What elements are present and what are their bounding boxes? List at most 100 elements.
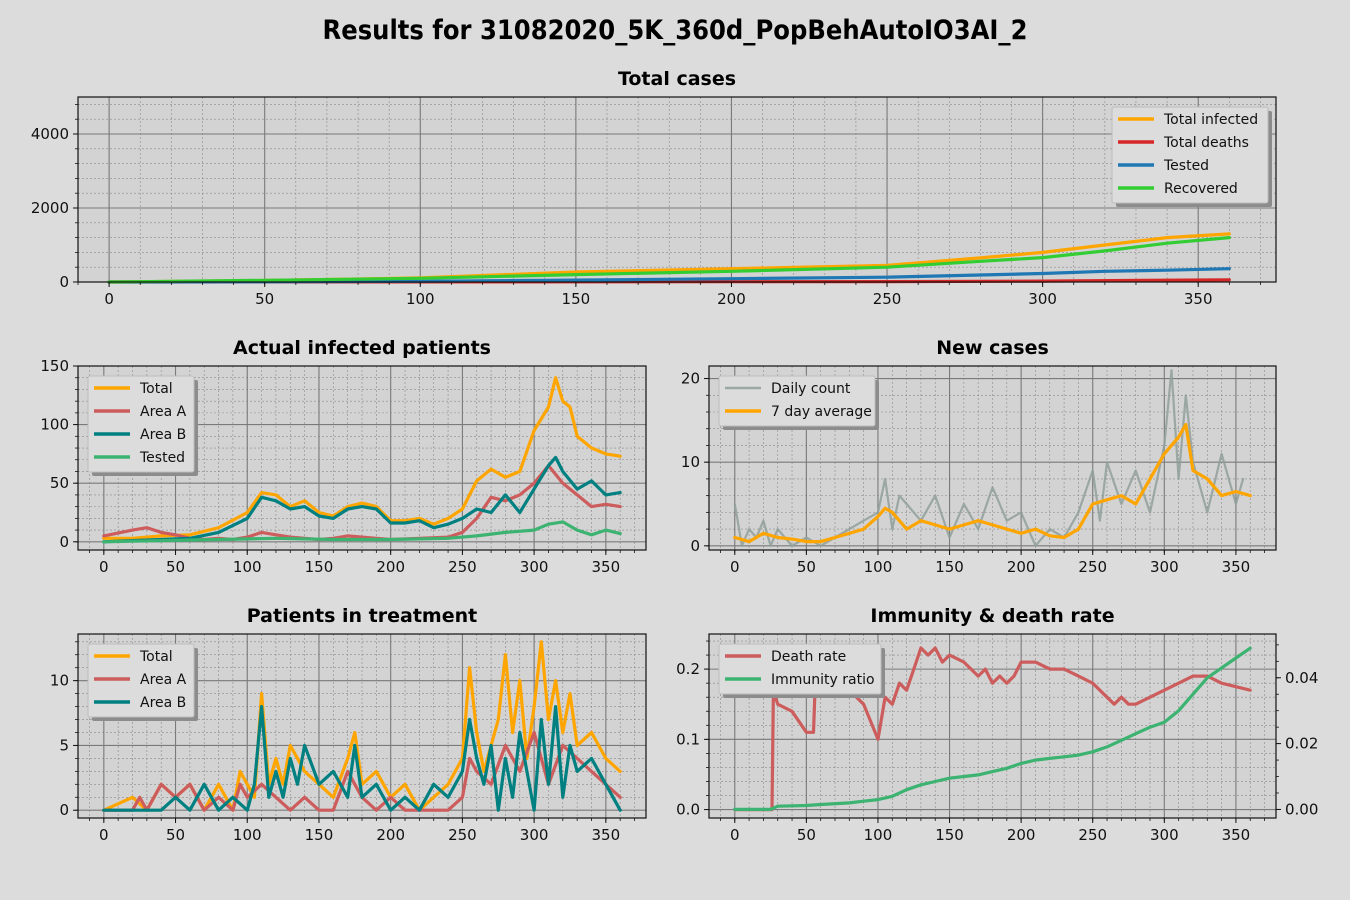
x-tick-label: 350: [592, 826, 621, 844]
chart-in_treatment: 0 50 100 150 200 250 300 350 0 5 10 Patients in tre…: [50, 605, 647, 844]
x-tick-label: 200: [1007, 558, 1036, 576]
y-right-tick-label: 0.00: [1285, 800, 1318, 818]
legend-label: Death rate: [771, 649, 846, 665]
x-tick-label: 200: [376, 826, 405, 844]
y-tick-label: 0.1: [676, 730, 700, 748]
x-tick-label: 100: [233, 826, 262, 844]
x-tick-label: 250: [1078, 558, 1107, 576]
legend-label: Total: [139, 381, 173, 397]
x-tick-label: 200: [376, 558, 405, 576]
chart-title: Total cases: [618, 68, 736, 90]
chart-immunity_death: 0 50 100 150 200 250 300 350 0.0 0.1 0.2 0.00 0.02 0.…: [676, 605, 1318, 844]
legend: Daily count 7 day average: [718, 375, 879, 430]
series-line-area-b: [102, 455, 622, 544]
figure-title: Results for 31082020_5K_360d_PopBehAutoI…: [323, 15, 1028, 46]
series-line-total: [102, 376, 622, 540]
x-tick-label: 0: [99, 558, 109, 576]
legend-label: Recovered: [1164, 181, 1238, 197]
y-tick-label: 2000: [31, 199, 69, 217]
series-line-daily-count: [733, 369, 1245, 547]
chart-title: Immunity & death rate: [870, 605, 1114, 627]
x-tick-label: 250: [873, 290, 902, 308]
y-tick-label: 5: [59, 736, 69, 754]
legend-label: Area B: [140, 695, 186, 711]
x-tick-label: 50: [166, 826, 185, 844]
chart-total_cases: 0 50 100 150 200 250 300 350 0 2000 4000 Total case…: [31, 68, 1277, 308]
legend-box: [87, 375, 195, 473]
x-tick-label: 250: [448, 826, 477, 844]
legend-box: [1111, 106, 1269, 204]
legend-label: Immunity ratio: [771, 672, 875, 688]
series-line-area-b: [102, 705, 622, 812]
x-tick-label: 0: [730, 558, 740, 576]
y-tick-label: 0: [59, 273, 69, 291]
axes-frame: [77, 96, 1277, 283]
y-tick-label: 10: [681, 453, 700, 471]
x-tick-label: 0: [730, 826, 740, 844]
x-tick-label: 50: [255, 290, 274, 308]
y-tick-label: 4000: [31, 125, 69, 143]
series-line-7-day-average: [733, 422, 1252, 544]
x-tick-label: 300: [1150, 826, 1179, 844]
legend: Total infected Total deaths Tested Recovere…: [1111, 106, 1272, 207]
legend-label: Daily count: [771, 381, 851, 397]
y-tick-label: 0.0: [676, 801, 700, 819]
legend-label: Total: [139, 649, 173, 665]
x-tick-label: 200: [717, 290, 746, 308]
y-right-tick-label: 0.02: [1285, 735, 1318, 753]
x-tick-label: 350: [1222, 826, 1251, 844]
legend: Total Area A Area B Tested: [87, 375, 198, 476]
x-tick-label: 300: [520, 558, 549, 576]
x-tick-label: 100: [233, 558, 262, 576]
legend-label: Area A: [140, 404, 187, 420]
x-tick-label: 350: [1222, 558, 1251, 576]
legend-label: Tested: [1163, 158, 1209, 174]
x-tick-label: 150: [305, 826, 334, 844]
x-tick-label: 300: [1028, 290, 1057, 308]
y-tick-label: 10: [50, 672, 69, 690]
series-line-tested: [102, 520, 622, 544]
x-tick-label: 150: [935, 558, 964, 576]
x-tick-label: 0: [99, 826, 109, 844]
x-tick-label: 150: [305, 558, 334, 576]
x-tick-label: 0: [104, 290, 114, 308]
legend-box: [87, 643, 195, 718]
chart-title: Actual infected patients: [233, 337, 491, 359]
legend-label: Total deaths: [1163, 135, 1249, 151]
x-tick-label: 150: [935, 826, 964, 844]
y-tick-label: 0.2: [676, 660, 700, 678]
y-tick-label: 100: [40, 416, 69, 434]
series-line-immunity-ratio: [733, 646, 1252, 811]
x-tick-label: 50: [166, 558, 185, 576]
x-tick-label: 100: [406, 290, 435, 308]
x-tick-label: 300: [1150, 558, 1179, 576]
y-right-tick-label: 0.04: [1285, 669, 1318, 687]
plot-area: [78, 97, 1276, 282]
x-tick-label: 350: [1184, 290, 1213, 308]
chart-title: Patients in treatment: [247, 605, 477, 627]
x-tick-label: 250: [448, 558, 477, 576]
y-tick-label: 0: [690, 537, 700, 555]
chart-title: New cases: [936, 337, 1049, 359]
x-tick-label: 350: [592, 558, 621, 576]
x-tick-label: 300: [520, 826, 549, 844]
y-tick-label: 0: [59, 801, 69, 819]
x-tick-label: 100: [864, 558, 893, 576]
y-tick-label: 20: [681, 370, 700, 388]
chart-actual_infected: 0 50 100 150 200 250 300 350 0 50 100 150 Actual inf…: [40, 337, 647, 576]
legend-label: Area A: [140, 672, 187, 688]
series-line-recovered: [107, 236, 1231, 284]
legend: Death rate Immunity ratio: [718, 643, 885, 698]
chart-new_cases: 0 50 100 150 200 250 300 350 0 10 20 New cases Daily…: [681, 337, 1277, 576]
legend-label: 7 day average: [771, 404, 872, 420]
legend-label: Tested: [139, 450, 185, 466]
x-tick-label: 100: [864, 826, 893, 844]
y-tick-label: 150: [40, 357, 69, 375]
legend-label: Area B: [140, 427, 186, 443]
x-tick-label: 50: [797, 826, 816, 844]
x-tick-label: 250: [1078, 826, 1107, 844]
x-tick-label: 50: [797, 558, 816, 576]
legend: Total Area A Area B: [87, 643, 198, 721]
y-tick-label: 50: [50, 474, 69, 492]
x-tick-label: 150: [562, 290, 591, 308]
